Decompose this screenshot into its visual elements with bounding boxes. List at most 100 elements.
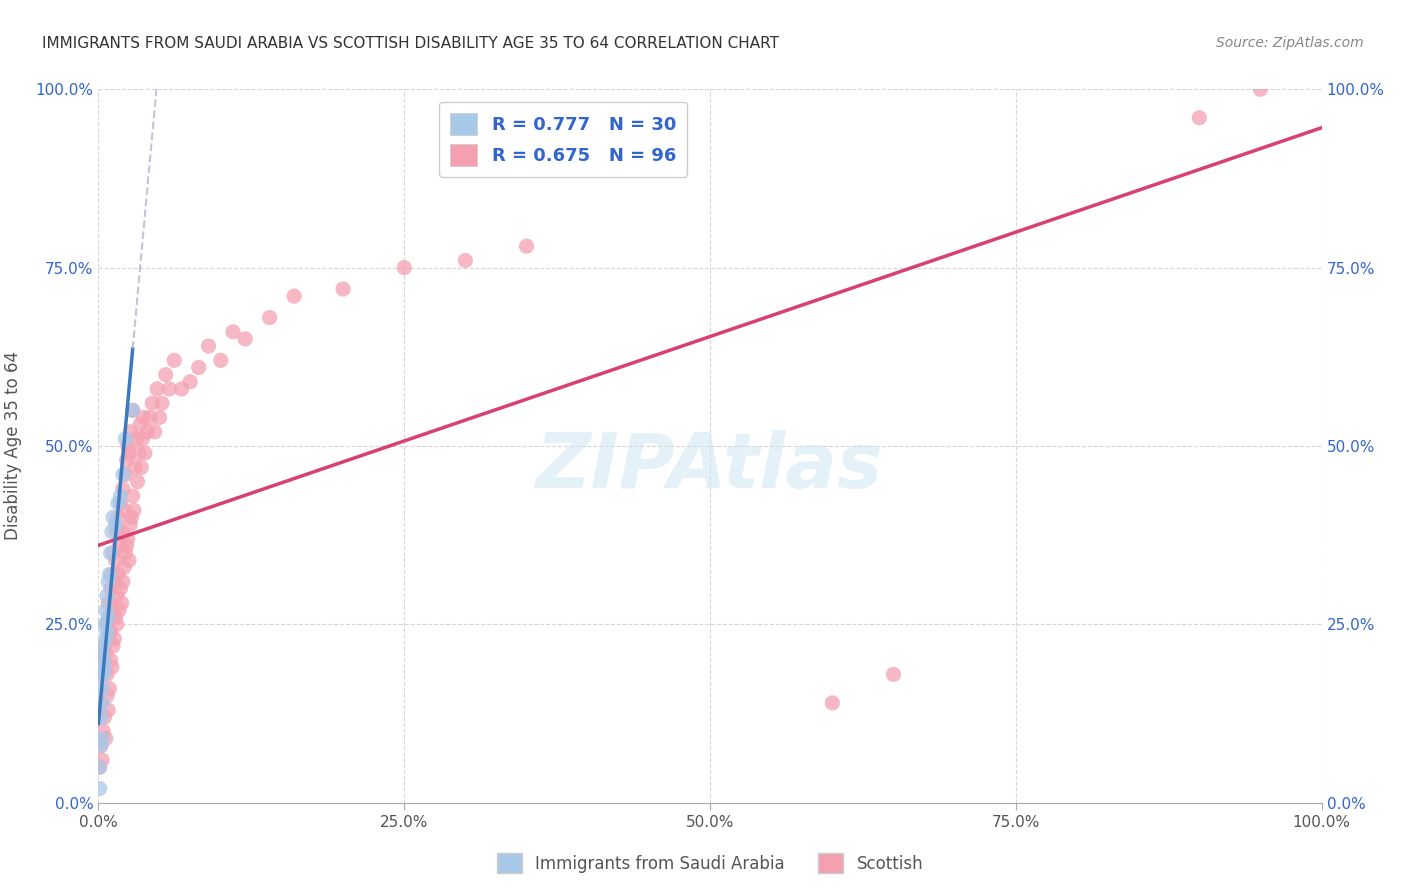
Point bbox=[209, 353, 232, 368]
Point bbox=[96, 617, 118, 632]
Point bbox=[515, 239, 537, 253]
Point bbox=[89, 760, 111, 774]
Point bbox=[110, 582, 132, 596]
Point bbox=[91, 667, 114, 681]
Point bbox=[96, 624, 118, 639]
Point bbox=[101, 660, 124, 674]
Point bbox=[332, 282, 354, 296]
Point bbox=[97, 703, 120, 717]
Point bbox=[121, 403, 143, 417]
Point bbox=[111, 524, 134, 539]
Point bbox=[131, 432, 153, 446]
Point bbox=[115, 453, 138, 467]
Point bbox=[117, 439, 139, 453]
Point bbox=[91, 681, 114, 696]
Point bbox=[112, 503, 135, 517]
Point bbox=[129, 417, 152, 432]
Point bbox=[89, 781, 111, 796]
Point bbox=[91, 696, 114, 710]
Point bbox=[392, 260, 416, 275]
Point bbox=[94, 603, 117, 617]
Point bbox=[150, 396, 173, 410]
Point bbox=[97, 596, 120, 610]
Point bbox=[90, 739, 112, 753]
Point bbox=[136, 425, 159, 439]
Point bbox=[94, 731, 117, 746]
Point bbox=[117, 532, 139, 546]
Point bbox=[96, 589, 118, 603]
Point bbox=[104, 553, 127, 567]
Point bbox=[120, 517, 142, 532]
Point bbox=[114, 467, 136, 482]
Point bbox=[91, 653, 114, 667]
Point bbox=[101, 603, 124, 617]
Point bbox=[97, 632, 120, 646]
Point bbox=[96, 667, 118, 681]
Point bbox=[91, 753, 114, 767]
Point bbox=[163, 353, 186, 368]
Point bbox=[115, 539, 138, 553]
Point bbox=[93, 660, 115, 674]
Point bbox=[103, 632, 125, 646]
Point bbox=[120, 510, 142, 524]
Point bbox=[110, 489, 132, 503]
Y-axis label: Disability Age 35 to 64: Disability Age 35 to 64 bbox=[4, 351, 21, 541]
Point bbox=[110, 496, 132, 510]
Point bbox=[100, 624, 122, 639]
Point bbox=[89, 760, 111, 774]
Point bbox=[146, 382, 169, 396]
Point bbox=[111, 467, 134, 482]
Point bbox=[101, 639, 124, 653]
Point bbox=[1249, 82, 1271, 96]
Point bbox=[124, 460, 146, 475]
Point bbox=[107, 510, 129, 524]
Point bbox=[129, 460, 152, 475]
Point bbox=[222, 325, 245, 339]
Point bbox=[107, 567, 129, 582]
Point bbox=[170, 382, 193, 396]
Point bbox=[821, 696, 844, 710]
Point bbox=[132, 410, 155, 425]
Point bbox=[107, 496, 129, 510]
Point bbox=[101, 567, 124, 582]
Point bbox=[91, 724, 114, 739]
Point bbox=[108, 603, 131, 617]
Point bbox=[259, 310, 281, 325]
Point bbox=[90, 667, 112, 681]
Point bbox=[100, 653, 122, 667]
Point bbox=[155, 368, 177, 382]
Point bbox=[454, 253, 477, 268]
Point bbox=[93, 617, 115, 632]
Legend: Immigrants from Saudi Arabia, Scottish: Immigrants from Saudi Arabia, Scottish bbox=[491, 847, 929, 880]
Text: IMMIGRANTS FROM SAUDI ARABIA VS SCOTTISH DISABILITY AGE 35 TO 64 CORRELATION CHA: IMMIGRANTS FROM SAUDI ARABIA VS SCOTTISH… bbox=[42, 36, 779, 51]
Point bbox=[91, 731, 114, 746]
Point bbox=[91, 639, 114, 653]
Point bbox=[96, 689, 118, 703]
Point bbox=[91, 646, 114, 660]
Point bbox=[149, 410, 172, 425]
Point bbox=[1188, 111, 1211, 125]
Point bbox=[157, 382, 180, 396]
Point bbox=[283, 289, 305, 303]
Point bbox=[134, 446, 156, 460]
Point bbox=[127, 475, 149, 489]
Point bbox=[98, 610, 121, 624]
Point bbox=[143, 425, 166, 439]
Point bbox=[883, 667, 905, 681]
Point bbox=[98, 681, 121, 696]
Point bbox=[97, 574, 120, 589]
Point bbox=[100, 582, 122, 596]
Point bbox=[121, 403, 143, 417]
Point bbox=[104, 517, 127, 532]
Point bbox=[93, 639, 115, 653]
Point bbox=[179, 375, 201, 389]
Point bbox=[100, 546, 122, 560]
Text: Source: ZipAtlas.com: Source: ZipAtlas.com bbox=[1216, 36, 1364, 50]
Point bbox=[111, 596, 134, 610]
Point bbox=[105, 524, 128, 539]
Point bbox=[187, 360, 209, 375]
Point bbox=[121, 489, 143, 503]
Point bbox=[114, 546, 136, 560]
Point bbox=[111, 574, 134, 589]
Point bbox=[90, 696, 112, 710]
